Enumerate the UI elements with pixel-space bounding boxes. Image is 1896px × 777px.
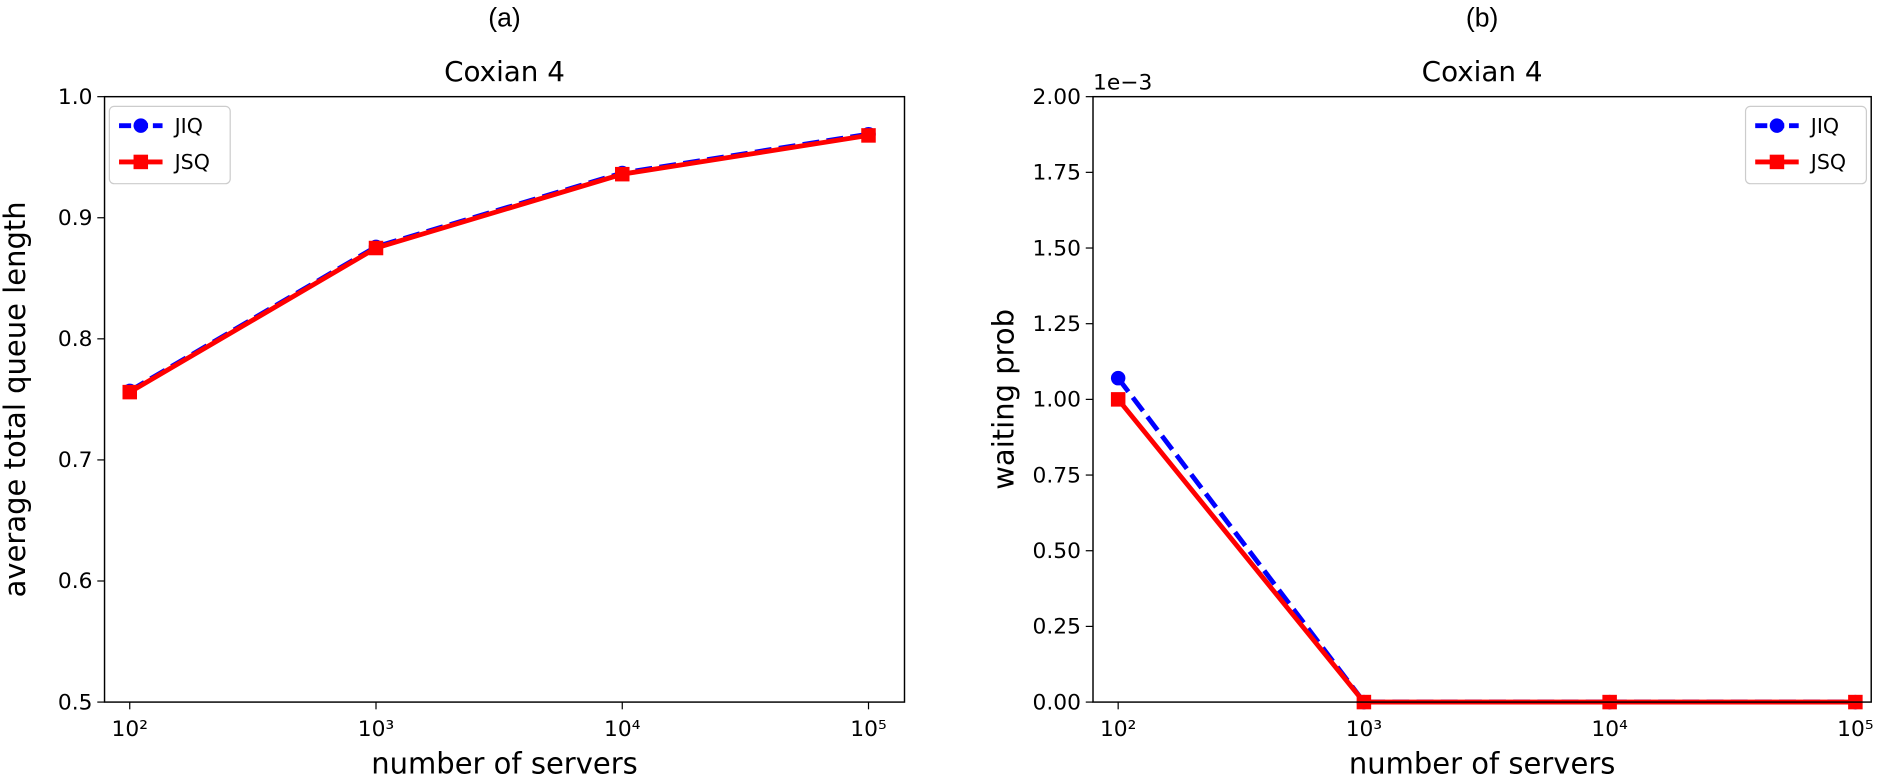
series-line bbox=[128, 131, 869, 393]
y-tick-label: 0.7 bbox=[58, 448, 93, 473]
legend-label: JIQ bbox=[173, 114, 203, 138]
y-tick-label: 0.9 bbox=[58, 206, 93, 231]
plot-frame bbox=[103, 95, 906, 703]
x-tick-label: 10² bbox=[1100, 717, 1136, 742]
x-tick-label: 10⁴ bbox=[1591, 717, 1628, 742]
legend-marker bbox=[1769, 118, 1785, 133]
y-tick-label: 1.00 bbox=[1032, 388, 1080, 413]
x-tick-label: 10⁵ bbox=[1837, 717, 1873, 742]
x-tick-label: 10³ bbox=[1346, 717, 1382, 742]
legend-marker bbox=[133, 154, 149, 170]
legend-box bbox=[1744, 105, 1867, 185]
legend-box bbox=[108, 105, 231, 185]
legend-label: JSQ bbox=[1809, 150, 1846, 174]
y-axis-label: waiting prob bbox=[986, 309, 1020, 490]
x-axis-label: number of servers bbox=[1349, 746, 1615, 777]
legend-label: JSQ bbox=[173, 150, 210, 174]
y-tick-label: 0.50 bbox=[1032, 539, 1080, 564]
chart-title: Coxian 4 bbox=[444, 55, 565, 88]
series-line bbox=[1116, 397, 1856, 705]
y-tick-label: 0.5 bbox=[58, 690, 93, 715]
y-axis-label: average total queue length bbox=[0, 201, 32, 597]
y-offset-label: 1e−3 bbox=[1093, 70, 1152, 95]
plot bbox=[1110, 370, 1863, 710]
legend-marker bbox=[1769, 154, 1785, 170]
plot bbox=[122, 126, 876, 400]
panel-label: (a) bbox=[488, 3, 520, 33]
y-tick-label: 1.25 bbox=[1032, 312, 1080, 337]
marker bbox=[122, 384, 137, 400]
legend-label: JIQ bbox=[1809, 114, 1839, 138]
y-tick-label: 1.50 bbox=[1032, 236, 1080, 261]
y-tick-label: 0.00 bbox=[1032, 690, 1080, 715]
series-line bbox=[1116, 376, 1856, 705]
y-tick-label: 1.0 bbox=[58, 85, 93, 110]
x-tick-label: 10⁵ bbox=[850, 717, 886, 742]
marker bbox=[368, 240, 384, 256]
marker bbox=[861, 128, 876, 143]
x-tick-label: 10⁴ bbox=[604, 717, 641, 742]
marker bbox=[615, 166, 630, 182]
plot-frame bbox=[1092, 95, 1872, 703]
panel-label: (b) bbox=[1466, 3, 1498, 33]
legend-marker bbox=[133, 118, 149, 133]
chart-title: Coxian 4 bbox=[1422, 55, 1543, 88]
series-line bbox=[128, 133, 869, 395]
marker bbox=[1110, 370, 1126, 386]
y-tick-label: 0.6 bbox=[58, 569, 93, 594]
marker bbox=[1110, 392, 1126, 407]
y-tick-label: 0.8 bbox=[58, 327, 93, 352]
x-tick-label: 10² bbox=[112, 717, 148, 742]
x-axis-label: number of servers bbox=[371, 746, 637, 777]
y-tick-label: 0.75 bbox=[1032, 463, 1080, 488]
y-tick-label: 2.00 bbox=[1032, 85, 1080, 110]
y-tick-label: 1.75 bbox=[1032, 161, 1080, 186]
y-tick-label: 0.25 bbox=[1032, 615, 1080, 640]
x-tick-label: 10³ bbox=[358, 717, 394, 742]
